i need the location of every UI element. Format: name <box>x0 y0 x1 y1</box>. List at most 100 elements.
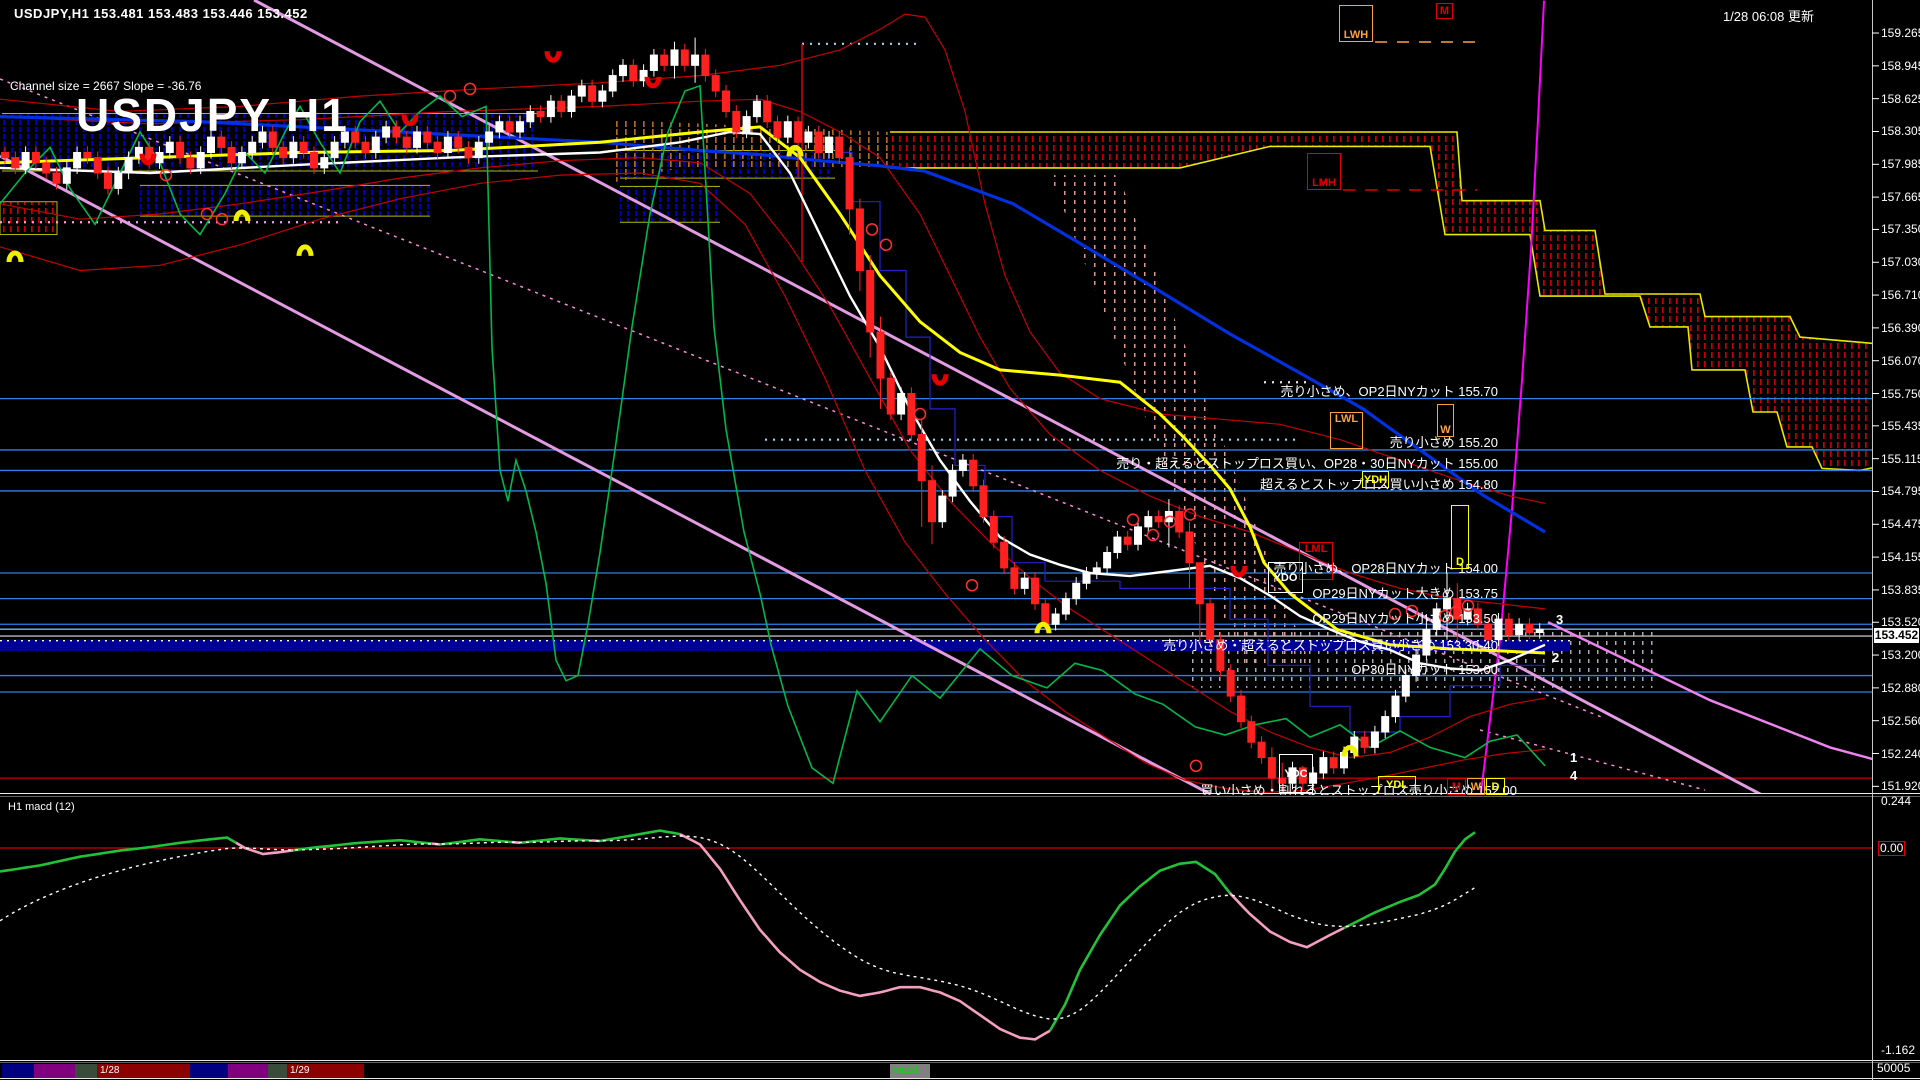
price-tick: 158.625 <box>1881 91 1920 106</box>
sell-arrow-icon <box>139 153 157 166</box>
entry-circle-icon <box>1189 759 1203 773</box>
main-pane-overlay: USDJPY H1 USDJPY,H1 153.481 153.483 153.… <box>10 3 1814 795</box>
entry-circle-icon <box>1405 604 1419 618</box>
wave-count-number: 1 <box>1570 750 1578 765</box>
period-label-box-d: D <box>1486 778 1505 795</box>
bar-counter: 50005 <box>1877 1061 1911 1075</box>
order-annotation: 超えるとストップロス買い小さめ 154.80 <box>1260 477 1498 492</box>
main-pane[interactable] <box>0 0 1920 795</box>
order-annotation: 売り・超えるとストップロス買い、OP28・30日NYカット 155.00 <box>1116 456 1498 471</box>
timeline-segment <box>34 1064 75 1078</box>
period-label-box-w: W <box>1467 778 1485 795</box>
sell-arrow-icon <box>544 51 562 63</box>
entry-circle-icon <box>865 223 879 236</box>
entry-circle-icon <box>159 168 173 182</box>
entry-circle-icon <box>443 89 457 103</box>
price-tick: 153.200 <box>1881 648 1920 663</box>
price-tick: 156.390 <box>1881 320 1920 335</box>
entry-circle-icon <box>463 82 477 96</box>
wave-count-number: 2 <box>1552 650 1560 665</box>
price-tick: 154.795 <box>1881 484 1920 499</box>
wave-count-number: 3 <box>1556 612 1564 627</box>
buy-arrow-icon <box>1034 621 1052 634</box>
entry-circle-icon <box>1461 599 1475 613</box>
order-annotation: OP29日NYカット大きめ 153.75 <box>1312 586 1498 601</box>
price-tick: 153.835 <box>1881 582 1920 597</box>
price-tick: 155.750 <box>1881 386 1920 401</box>
entry-circle-icon <box>200 207 214 221</box>
period-label-box-lmh: LMH <box>1307 153 1341 190</box>
buy-arrow-icon <box>296 244 314 257</box>
timeline-segment <box>75 1064 97 1078</box>
period-label-box-d: D <box>1451 505 1469 569</box>
candlesticks <box>1 37 1544 792</box>
sell-arrow-icon <box>931 374 949 386</box>
signal-markers <box>6 51 1475 773</box>
order-annotation: 売り小さめ、OP28日NYカット 154.00 <box>1273 561 1498 576</box>
timeline-segment <box>190 1064 228 1078</box>
timeline-segment-macdON: macd ON! <box>890 1064 930 1080</box>
channel-info-label: Channel size = 2667 Slope = -36.76 <box>10 79 202 93</box>
entry-circle-icon <box>1449 605 1463 619</box>
entry-circle-icon <box>879 238 893 252</box>
order-annotation: 売り小さめ・超えるとストップロス買い小さめ 153.30-40 <box>1163 638 1498 653</box>
entry-circle-icon <box>1183 508 1197 521</box>
timeline-segment-128: 1/28 <box>97 1064 190 1078</box>
period-label-box-ydh: YDH <box>1362 471 1389 488</box>
period-label-box-w: W <box>1437 404 1454 437</box>
sell-arrow-icon <box>644 76 662 89</box>
timeline-segment-129: 1/29 <box>287 1064 364 1078</box>
price-tick: 157.985 <box>1881 157 1920 172</box>
price-tick: 151.920 <box>1881 779 1920 794</box>
entry-circle-icon <box>1388 607 1402 621</box>
period-label-box-lwh: LWH <box>1339 5 1373 42</box>
period-label-box-ydc: YDC <box>1279 754 1313 793</box>
period-label-box-ydl: YDL <box>1378 776 1416 794</box>
price-tick: 153.520 <box>1881 615 1920 630</box>
period-label-box-lml: LML <box>1299 542 1333 580</box>
price-tick: 154.155 <box>1881 550 1920 565</box>
timeline-segment <box>2 1064 34 1078</box>
period-label-box-ydo: YDO <box>1268 562 1303 593</box>
entry-circle-icon <box>913 407 927 421</box>
current-price-box: 153.452 <box>1874 628 1919 643</box>
price-tick: 154.475 <box>1881 517 1920 532</box>
price-tick: 158.945 <box>1881 58 1920 73</box>
indicator-lines <box>0 13 1546 793</box>
price-tick: 156.070 <box>1881 353 1920 368</box>
entry-circle-icon <box>1438 609 1452 623</box>
entry-circle-icon <box>1146 528 1160 542</box>
timeline-segment <box>228 1064 268 1078</box>
order-annotation: 売り小さめ 155.20 <box>1389 435 1498 450</box>
price-tick: 155.115 <box>1881 451 1920 466</box>
period-label-box-m: M <box>1436 3 1453 19</box>
buy-arrow-icon <box>786 144 804 157</box>
entry-circle-icon <box>965 579 979 592</box>
macd-zero-label: 0.00 <box>1878 841 1906 856</box>
session-timeline-bar[interactable]: 1/28 1/29 macd ON! <box>0 1064 1872 1080</box>
macd-tick: -1.162 <box>1881 1043 1916 1057</box>
timeline-segment <box>268 1064 287 1078</box>
entry-circle-icon <box>1163 515 1177 528</box>
price-tick: 157.665 <box>1881 190 1920 205</box>
last-update-timestamp: 1/28 06:08 更新 <box>1722 9 1814 24</box>
horizontal-levels <box>0 41 1872 779</box>
watermark-title: USDJPY H1 <box>76 89 349 141</box>
macd-pane[interactable] <box>0 829 1872 1041</box>
sell-arrow-icon <box>1230 565 1248 578</box>
price-tick: 155.435 <box>1881 418 1920 433</box>
entry-circle-icon <box>1126 513 1140 526</box>
price-tick: 156.710 <box>1881 288 1920 303</box>
period-label-box-lwl: LWL <box>1330 412 1363 449</box>
buy-arrow-icon <box>6 250 24 263</box>
order-annotation: OP29日NYカット小さめ 153.50 <box>1312 611 1498 626</box>
price-tick: 159.265 <box>1881 26 1920 41</box>
macd-indicator-label: H1 macd (12) <box>8 801 75 813</box>
buy-arrow-icon <box>233 209 251 222</box>
sell-arrow-icon <box>401 114 419 127</box>
price-tick: 158.305 <box>1881 124 1920 139</box>
